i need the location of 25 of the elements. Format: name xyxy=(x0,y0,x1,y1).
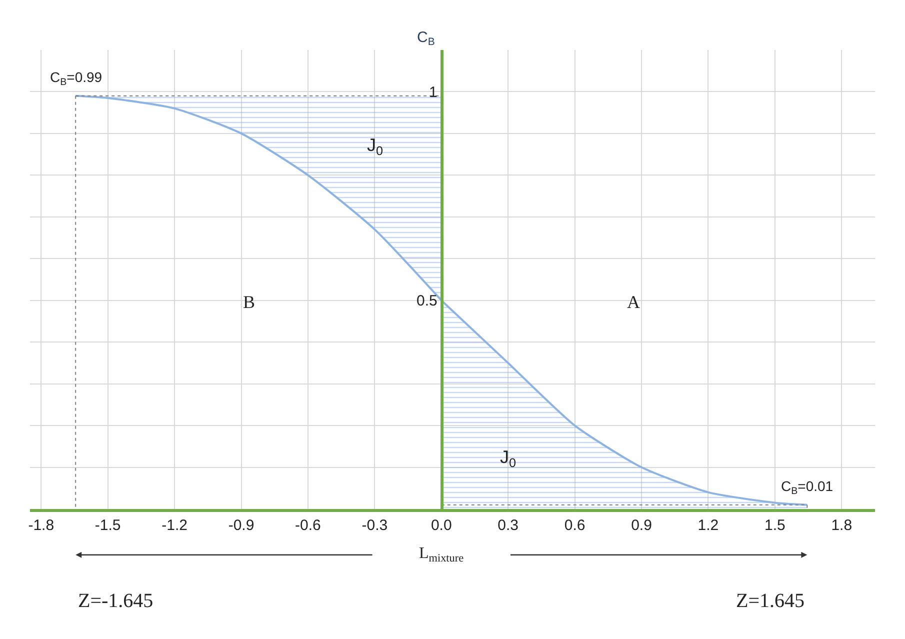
x-tick-label: 1.8 xyxy=(831,517,852,534)
x-tick-label: -0.6 xyxy=(295,517,321,534)
annotation: J$_{0}$ xyxy=(500,447,516,470)
x-tick-label: 0.9 xyxy=(631,517,652,534)
text: Z=-1.645 xyxy=(78,590,154,612)
x-tick-label: 0.6 xyxy=(564,517,586,534)
x-tick-label: 1.5 xyxy=(764,517,786,534)
x-tick-label: -1.5 xyxy=(94,517,121,534)
x-tick-label: -0.9 xyxy=(228,517,254,534)
x-tick-label: -1.2 xyxy=(162,517,188,534)
y-axis-title: C$_{B}$ xyxy=(417,29,435,48)
annotation: J$_{0}$ xyxy=(367,135,384,158)
annotation: A xyxy=(627,292,640,312)
x-tick-label: 0.0 xyxy=(430,517,452,534)
text: L$_{mixture}$ xyxy=(419,545,464,564)
x-tick-label: -0.3 xyxy=(362,517,388,534)
x-tick-label: -1.8 xyxy=(28,517,54,534)
x-tick-label: 1.2 xyxy=(698,517,719,534)
y-tick-label: 0.5 xyxy=(416,292,438,310)
y-tick-label: 1 xyxy=(429,84,438,101)
annotation: C$_{B}$=0.01 xyxy=(781,478,834,497)
x-tick-label: 0.3 xyxy=(498,517,519,534)
annotation: B xyxy=(243,292,256,312)
annotation: C$_{B}$=0.99 xyxy=(50,69,102,88)
text: Z=1.645 xyxy=(736,590,804,612)
